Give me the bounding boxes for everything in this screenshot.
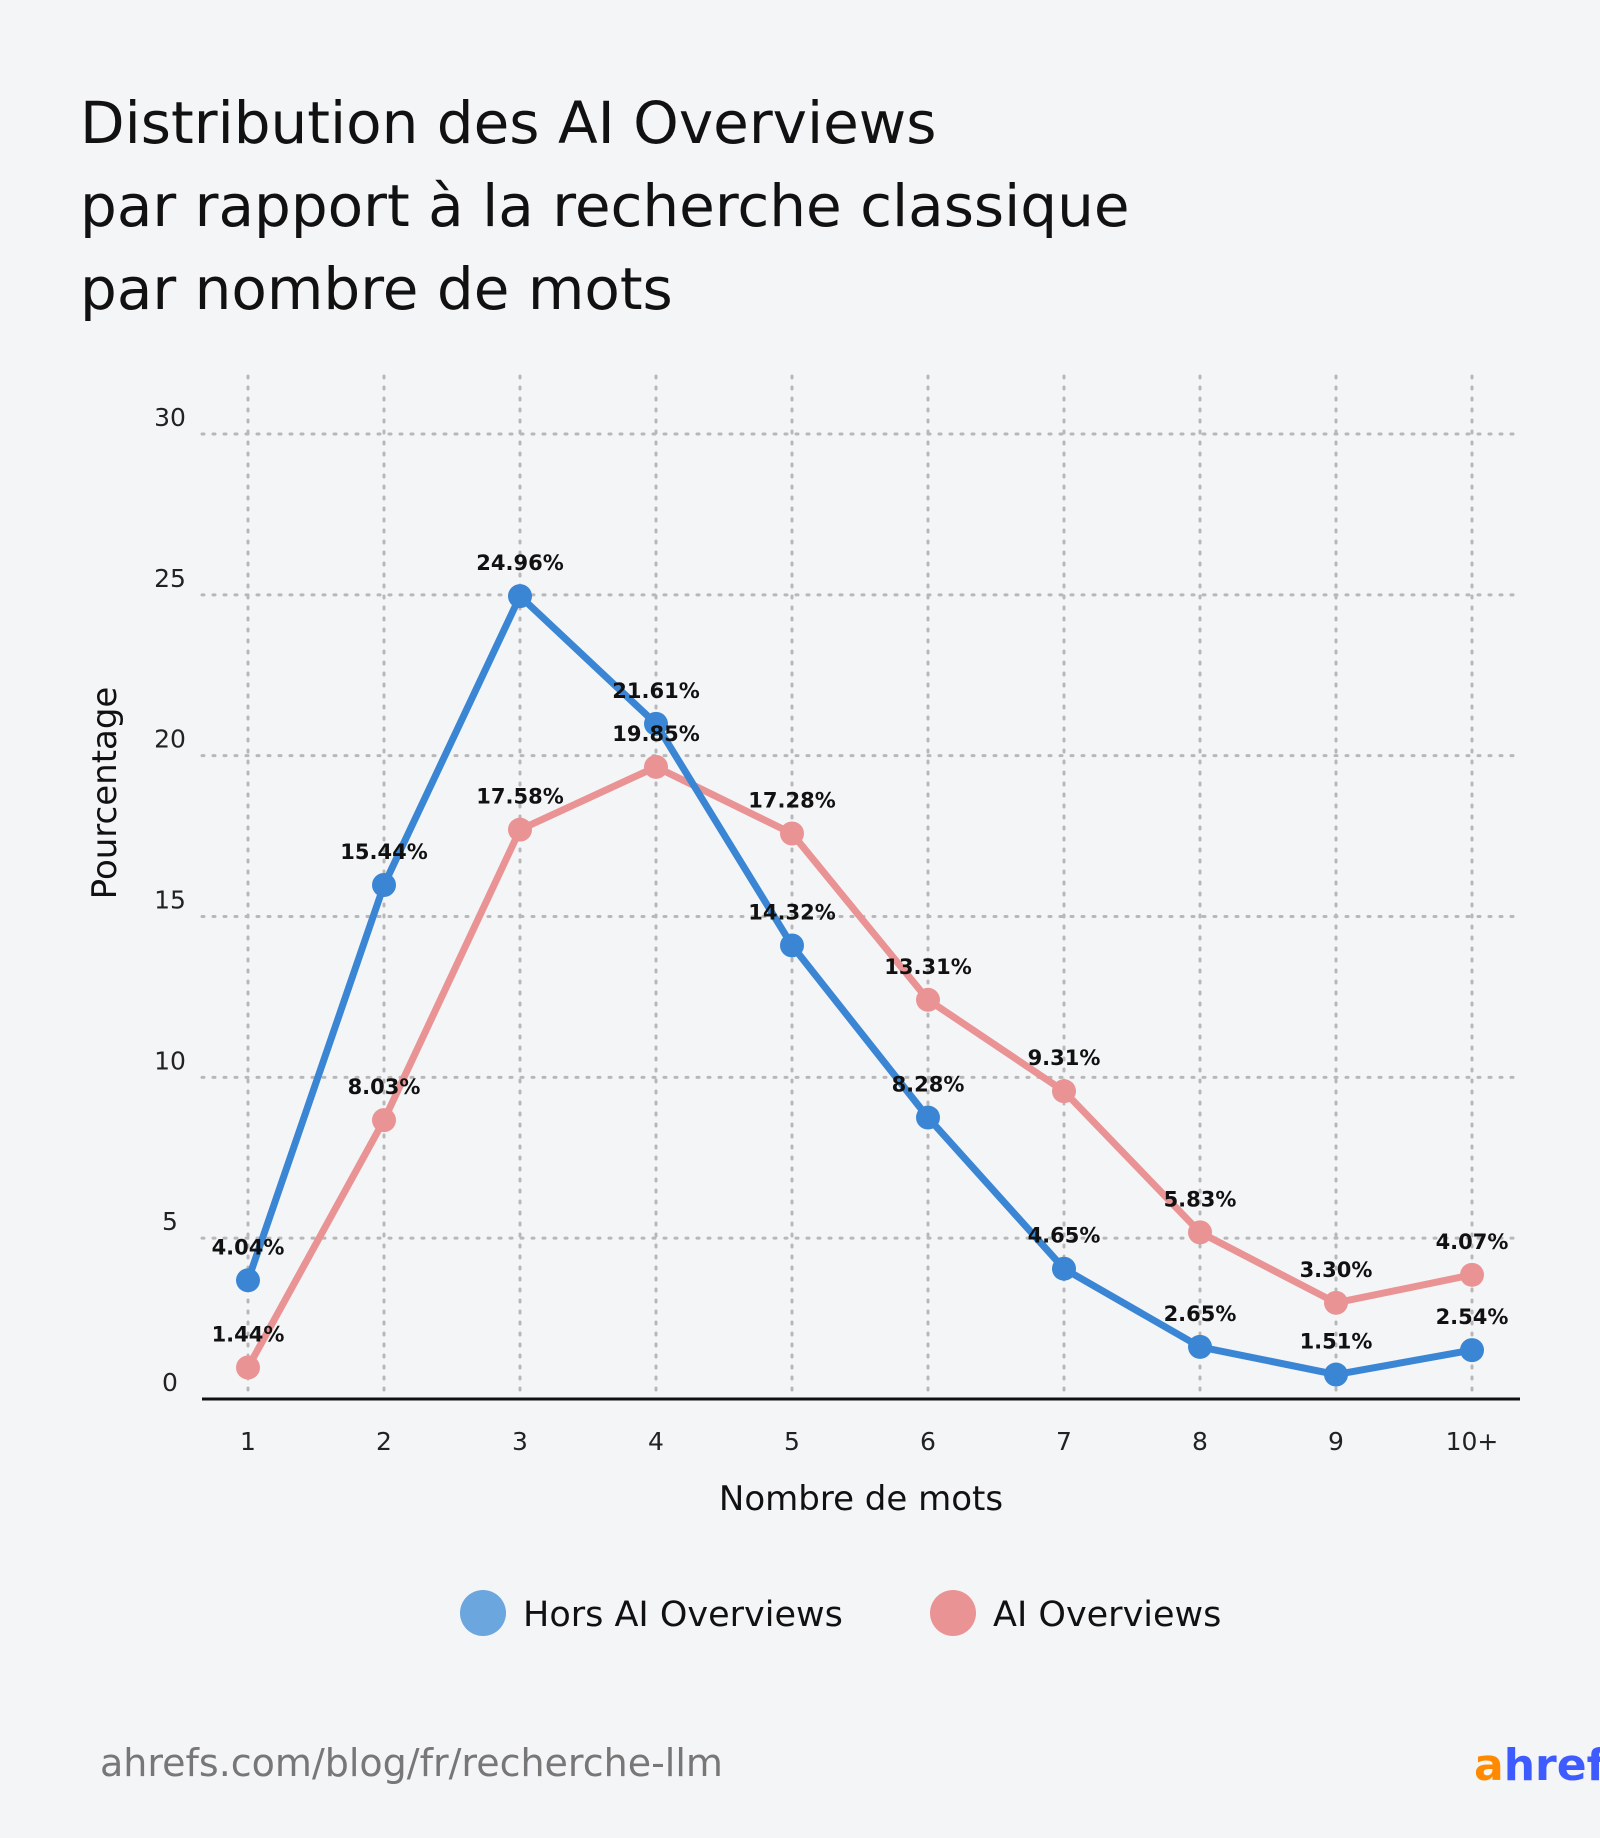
y-tick-label: 5 bbox=[162, 1207, 178, 1236]
x-tick-label: 2 bbox=[376, 1427, 392, 1456]
y-axis-title: Pourcentage bbox=[85, 687, 125, 900]
y-tick-label: 20 bbox=[154, 725, 186, 754]
data-point bbox=[1052, 1256, 1076, 1281]
data-point bbox=[1324, 1362, 1348, 1387]
data-point bbox=[644, 754, 668, 779]
data-point bbox=[372, 1108, 396, 1133]
data-label: 8.28% bbox=[892, 1073, 965, 1097]
data-label: 4.07% bbox=[1436, 1230, 1509, 1254]
series-lines bbox=[244, 592, 1476, 1379]
x-tick-label: 7 bbox=[1056, 1427, 1072, 1456]
data-point bbox=[1188, 1334, 1212, 1359]
chart-title-line-2: par rapport à la recherche classique bbox=[80, 172, 1130, 240]
series-line bbox=[244, 763, 1476, 1371]
data-label: 1.51% bbox=[1300, 1330, 1373, 1354]
data-label: 24.96% bbox=[476, 551, 563, 575]
data-point bbox=[1052, 1079, 1076, 1104]
x-tick-label: 3 bbox=[512, 1427, 528, 1456]
data-label: 17.28% bbox=[748, 789, 835, 813]
legend: Hors AI Overviews AI Overviews bbox=[460, 1590, 1221, 1636]
data-point bbox=[508, 817, 532, 842]
data-point bbox=[236, 1268, 260, 1293]
data-point bbox=[780, 821, 804, 846]
chart-title-line-1: Distribution des AI Overviews bbox=[80, 89, 936, 157]
data-label: 19.85% bbox=[612, 722, 699, 746]
data-point bbox=[1188, 1220, 1212, 1245]
x-tick-label: 8 bbox=[1192, 1427, 1208, 1456]
x-tick-label: 6 bbox=[920, 1427, 936, 1456]
legend-label-hors-ai-overviews: Hors AI Overviews bbox=[523, 1595, 843, 1635]
x-axis-title: Nombre de mots bbox=[719, 1479, 1003, 1519]
data-labels: 4.04% 15.44% 24.96% 21.61% 14.32% 8.28% 4.65% 2… bbox=[212, 551, 1509, 1353]
data-label: 9.31% bbox=[1028, 1046, 1101, 1070]
data-label: 14.32% bbox=[748, 900, 835, 924]
data-label: 8.03% bbox=[348, 1075, 421, 1099]
data-point bbox=[372, 872, 396, 897]
legend-marker-ai-overviews bbox=[930, 1590, 976, 1636]
x-axis-ticks: 1 2 3 4 5 6 7 8 9 10+ bbox=[240, 1427, 1498, 1456]
data-label: 2.54% bbox=[1436, 1305, 1509, 1329]
x-tick-label: 9 bbox=[1328, 1427, 1344, 1456]
x-tick-label: 5 bbox=[784, 1427, 800, 1456]
data-point bbox=[1460, 1262, 1484, 1287]
logo-wordmark: hrefs bbox=[1504, 1740, 1600, 1791]
data-label: 5.83% bbox=[1164, 1187, 1237, 1211]
data-point bbox=[236, 1355, 260, 1380]
y-tick-label: 15 bbox=[154, 886, 186, 915]
legend-label-ai-overviews: AI Overviews bbox=[993, 1595, 1221, 1635]
y-tick-label: 10 bbox=[154, 1046, 186, 1075]
grid bbox=[200, 374, 1522, 1401]
source-url: ahrefs.com/blog/fr/recherche-llm bbox=[100, 1741, 723, 1785]
y-tick-label: 30 bbox=[154, 403, 186, 432]
data-point bbox=[916, 987, 940, 1012]
data-point bbox=[916, 1105, 940, 1130]
y-tick-label: 25 bbox=[154, 564, 186, 593]
data-label: 15.44% bbox=[340, 840, 427, 864]
data-label: 21.61% bbox=[612, 679, 699, 703]
data-point bbox=[1324, 1290, 1348, 1315]
x-tick-label: 1 bbox=[240, 1427, 256, 1456]
data-point bbox=[1460, 1338, 1484, 1363]
data-point bbox=[780, 933, 804, 958]
data-label: 4.65% bbox=[1028, 1224, 1101, 1248]
series-line bbox=[244, 592, 1476, 1379]
y-axis-ticks: 0 5 10 15 20 25 30 bbox=[154, 403, 186, 1397]
x-tick-label: 4 bbox=[648, 1427, 664, 1456]
data-label: 2.65% bbox=[1164, 1302, 1237, 1326]
series-markers bbox=[236, 584, 1484, 1387]
logo-letter-a: a bbox=[1474, 1740, 1504, 1791]
data-label: 4.04% bbox=[212, 1235, 285, 1259]
chart-title-line-3: par nombre de mots bbox=[80, 255, 673, 323]
data-label: 3.30% bbox=[1300, 1258, 1373, 1282]
legend-marker-hors-ai-overviews bbox=[460, 1590, 506, 1636]
data-label: 17.58% bbox=[476, 785, 563, 809]
ahrefs-logo: ahrefs bbox=[1474, 1740, 1600, 1791]
y-tick-label: 0 bbox=[162, 1368, 178, 1397]
data-label: 13.31% bbox=[884, 955, 971, 979]
data-point bbox=[508, 584, 532, 609]
data-point bbox=[644, 711, 668, 736]
x-tick-label: 10+ bbox=[1446, 1427, 1499, 1456]
data-label: 1.44% bbox=[212, 1322, 285, 1346]
